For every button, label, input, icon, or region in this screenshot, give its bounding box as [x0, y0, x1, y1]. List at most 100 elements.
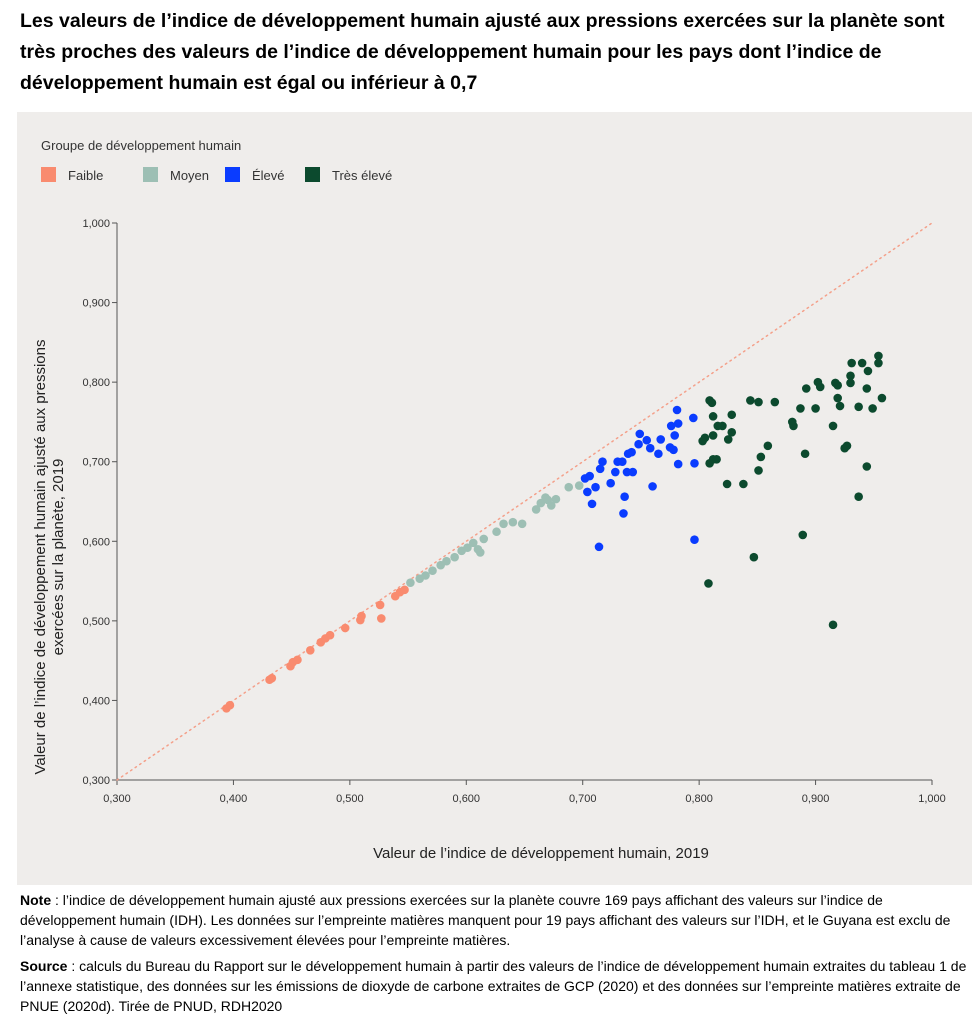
data-point: [698, 436, 707, 446]
legend-swatch: [41, 167, 56, 182]
source-label: Source: [20, 958, 68, 974]
data-point: [835, 401, 845, 411]
data-point: [619, 509, 628, 518]
data-point: [531, 505, 541, 514]
data-point: [749, 552, 759, 562]
data-point: [763, 441, 773, 451]
data-point: [666, 421, 676, 431]
data-point: [468, 538, 478, 548]
data-point: [722, 479, 732, 489]
data-point: [654, 449, 663, 459]
data-point: [840, 443, 849, 453]
y-tick-label: 0,800: [82, 377, 110, 389]
data-point: [857, 358, 867, 368]
data-point: [580, 474, 590, 483]
data-point: [690, 459, 699, 468]
data-point: [712, 455, 721, 464]
data-point: [406, 578, 415, 587]
data-point: [623, 449, 633, 459]
reference-line: [116, 222, 933, 781]
data-point: [669, 445, 678, 455]
data-point: [801, 384, 811, 393]
y-tick-label: 0,600: [82, 536, 110, 548]
data-point: [357, 611, 366, 621]
data-point: [846, 378, 855, 388]
data-point: [847, 358, 856, 368]
x-axis-label: Valeur de l’indice de développement huma…: [373, 845, 709, 862]
data-point: [648, 482, 657, 491]
legend-label: Élevé: [252, 168, 285, 183]
data-points: [222, 351, 887, 713]
data-point: [796, 404, 805, 413]
data-point: [591, 482, 600, 492]
data-point: [811, 404, 820, 413]
data-point: [508, 517, 518, 527]
legend-label: Faible: [68, 168, 103, 183]
data-point: [868, 404, 877, 413]
legend-swatch: [305, 167, 320, 182]
data-point: [421, 571, 430, 580]
data-point: [670, 431, 679, 440]
note-text: : l’indice de développement humain ajust…: [20, 892, 951, 948]
legend-title: Groupe de développement humain: [41, 138, 241, 153]
data-point: [376, 614, 386, 623]
x-tick-label: 0,700: [569, 793, 597, 805]
data-point: [517, 519, 527, 529]
data-point: [690, 535, 699, 544]
data-point: [475, 548, 485, 557]
y-tick-label: 0,900: [82, 298, 110, 310]
source-text: : calculs du Bureau du Rapport sur le dé…: [20, 958, 967, 1014]
y-axis-label-line2: exercées sur la planète, 2019: [50, 459, 67, 656]
data-point: [833, 381, 842, 390]
data-point: [673, 459, 683, 469]
data-point: [642, 435, 652, 445]
y-tick-label: 0,400: [82, 695, 110, 707]
data-point: [340, 623, 350, 633]
data-point: [450, 552, 459, 562]
data-point: [574, 481, 584, 490]
data-point: [635, 429, 645, 439]
axes: 0,300 0,400 0,500 0,600 0,700 0,800 0,900 1,000…: [82, 218, 945, 805]
data-point: [815, 382, 825, 392]
data-point: [705, 459, 714, 468]
data-point: [606, 478, 615, 488]
data-point: [645, 443, 655, 453]
y-tick-label: 0,700: [82, 457, 110, 469]
data-point: [727, 410, 737, 420]
data-point: [877, 393, 887, 403]
data-point: [705, 396, 714, 405]
data-point: [594, 542, 604, 552]
data-point: [583, 487, 592, 497]
scatter-chart: Groupe de développement humain Faible Moy…: [32, 138, 946, 862]
data-point: [611, 467, 620, 477]
x-tick-label: 0,500: [336, 793, 364, 805]
y-axis-label-line1: Valeur de l’indice de développement huma…: [32, 340, 49, 775]
data-point: [708, 431, 718, 440]
data-point: [874, 358, 883, 368]
data-point: [564, 482, 574, 492]
data-point: [595, 464, 605, 474]
data-point: [375, 600, 385, 610]
data-point: [727, 427, 737, 437]
data-point: [862, 384, 872, 393]
data-point: [739, 479, 748, 489]
y-tick-label: 1,000: [82, 218, 110, 230]
x-tick-label: 0,800: [685, 793, 713, 805]
data-point: [620, 492, 629, 502]
notes: Note : l’indice de développement humain …: [20, 890, 970, 1022]
data-point: [400, 585, 409, 595]
data-point: [551, 494, 561, 504]
note-label: Note: [20, 892, 52, 908]
data-point: [770, 397, 780, 407]
note-paragraph: Note : l’indice de développement humain …: [20, 890, 970, 950]
data-point: [708, 412, 718, 421]
data-point: [862, 462, 872, 471]
data-point: [628, 467, 638, 477]
data-point: [756, 452, 766, 462]
data-point: [754, 466, 763, 475]
data-point: [293, 655, 302, 665]
x-tick-label: 0,400: [220, 793, 248, 805]
data-point: [746, 396, 755, 405]
data-point: [479, 534, 489, 544]
data-point: [798, 530, 808, 540]
